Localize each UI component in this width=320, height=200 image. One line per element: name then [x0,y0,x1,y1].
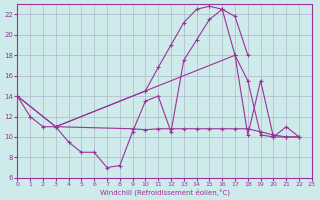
X-axis label: Windchill (Refroidissement éolien,°C): Windchill (Refroidissement éolien,°C) [100,188,229,196]
